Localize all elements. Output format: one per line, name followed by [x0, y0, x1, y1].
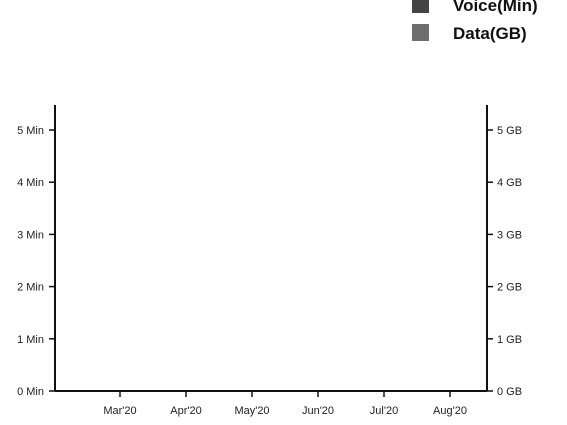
- legend-swatch: [412, 0, 429, 13]
- left-tick-label: 3 Min: [17, 229, 44, 241]
- right-tick-label: 4 GB: [497, 177, 522, 189]
- x-tick-label: Jun'20: [302, 405, 334, 417]
- legend-label: Voice(Min): [453, 0, 538, 15]
- left-tick-label: 2 Min: [17, 282, 44, 294]
- left-tick-label: 5 Min: [17, 125, 44, 137]
- right-tick-label: 5 GB: [497, 125, 522, 137]
- legend-label: Data(GB): [453, 24, 527, 43]
- right-tick-label: 2 GB: [497, 282, 522, 294]
- left-tick-label: 4 Min: [17, 177, 44, 189]
- x-axis-ticks: Mar'20 Apr'20 May'20 Jun'20 Jul'20 Aug'20: [103, 391, 467, 417]
- x-tick-label: May'20: [234, 405, 269, 417]
- x-tick-label: Jul'20: [370, 405, 398, 417]
- right-tick-label: 1 GB: [497, 334, 522, 346]
- left-tick-label: 0 Min: [17, 386, 44, 398]
- left-tick-label: 1 Min: [17, 334, 44, 346]
- x-tick-label: Apr'20: [170, 405, 201, 417]
- x-tick-label: Aug'20: [433, 405, 467, 417]
- axes: [54, 105, 488, 392]
- legend-swatch: [412, 24, 429, 41]
- right-axis-ticks: 0 GB 1 GB 2 GB 3 GB 4 GB 5 GB: [487, 125, 522, 398]
- x-tick-label: Mar'20: [103, 405, 136, 417]
- legend: Voice(Min) Data(GB): [412, 0, 538, 43]
- left-axis-ticks: 0 Min 1 Min 2 Min 3 Min 4 Min 5 Min: [17, 125, 55, 398]
- right-tick-label: 0 GB: [497, 386, 522, 398]
- right-tick-label: 3 GB: [497, 229, 522, 241]
